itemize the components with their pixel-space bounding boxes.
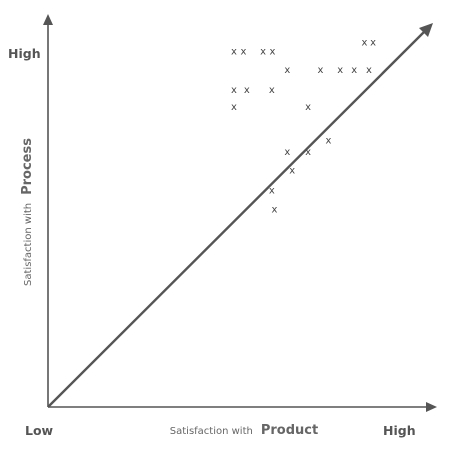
x-axis-title-emphasis: Product bbox=[261, 423, 318, 438]
y-axis-title: Satisfaction with Process bbox=[18, 138, 35, 286]
scatter-point: x bbox=[260, 46, 266, 57]
y-axis-arrowhead bbox=[43, 14, 53, 25]
x-axis-title: Satisfaction with Product bbox=[170, 421, 318, 438]
scatter-point: x bbox=[231, 46, 237, 57]
scatter-point: x bbox=[269, 85, 275, 96]
scatter-point: x bbox=[270, 46, 276, 57]
scatter-point: x bbox=[289, 165, 295, 176]
diagonal-reference-line bbox=[47, 29, 427, 408]
scatter-point: x bbox=[305, 147, 311, 158]
scatter-point: x bbox=[318, 65, 324, 76]
diagonal-arrowhead bbox=[419, 23, 433, 37]
scatter-point: x bbox=[269, 185, 275, 196]
scatter-point: x bbox=[305, 102, 311, 113]
scatter-point: x bbox=[240, 46, 246, 57]
scatter-point: x bbox=[231, 102, 237, 113]
x-low-label: Low bbox=[25, 423, 54, 438]
scatter-point: x bbox=[351, 65, 357, 76]
scatter-point: x bbox=[366, 65, 372, 76]
y-axis-title-emphasis: Process bbox=[20, 138, 35, 195]
x-axis-arrowhead bbox=[426, 402, 437, 412]
x-axis-title-prefix: Satisfaction with bbox=[170, 426, 253, 437]
scatter-point: x bbox=[284, 147, 290, 158]
scatter-point: x bbox=[284, 65, 290, 76]
scatter-point: x bbox=[337, 65, 343, 76]
y-high-label: High bbox=[8, 46, 41, 61]
scatter-point: x bbox=[244, 85, 250, 96]
scatter-point: x bbox=[370, 38, 376, 49]
x-high-label: High bbox=[383, 423, 416, 438]
y-axis-title-prefix: Satisfaction with bbox=[23, 203, 34, 286]
scatter-point: x bbox=[326, 136, 332, 147]
scatter-point: x bbox=[361, 38, 367, 49]
scatter-point: x bbox=[231, 85, 237, 96]
axes bbox=[43, 14, 437, 412]
scatter-point: x bbox=[271, 204, 277, 215]
